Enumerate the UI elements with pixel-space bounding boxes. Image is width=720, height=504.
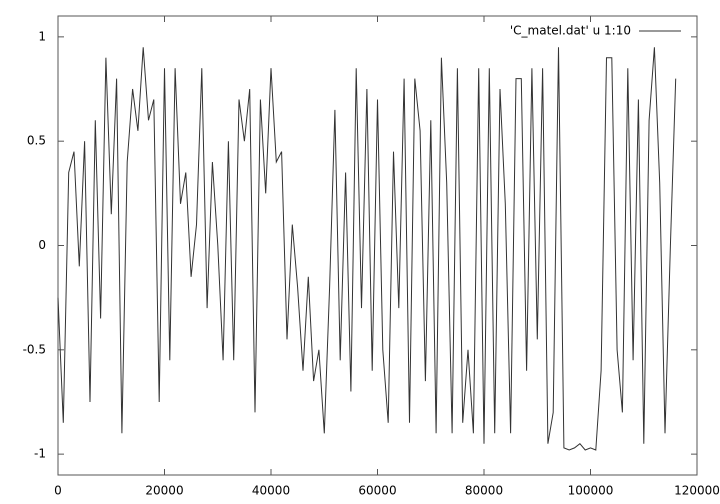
x-tick-label: 0: [54, 484, 62, 498]
x-tick-label: 60000: [358, 484, 396, 498]
plot-frame: [57, 15, 698, 476]
y-tick-label: -0.5: [23, 342, 46, 356]
x-tick-label: 120000: [674, 484, 720, 498]
x-tick-label: 40000: [252, 484, 290, 498]
data-line: [57, 47, 677, 451]
y-tick-label: 0: [38, 238, 46, 252]
x-tick-label: 80000: [465, 484, 503, 498]
y-tick-label: 0.5: [27, 134, 46, 148]
y-tick-label: -1: [34, 447, 46, 461]
x-tick-label: 20000: [145, 484, 183, 498]
legend-label: 'C_matel.dat' u 1:10: [510, 24, 631, 38]
x-tick-label: 100000: [568, 484, 614, 498]
y-tick-label: 1: [38, 29, 46, 43]
